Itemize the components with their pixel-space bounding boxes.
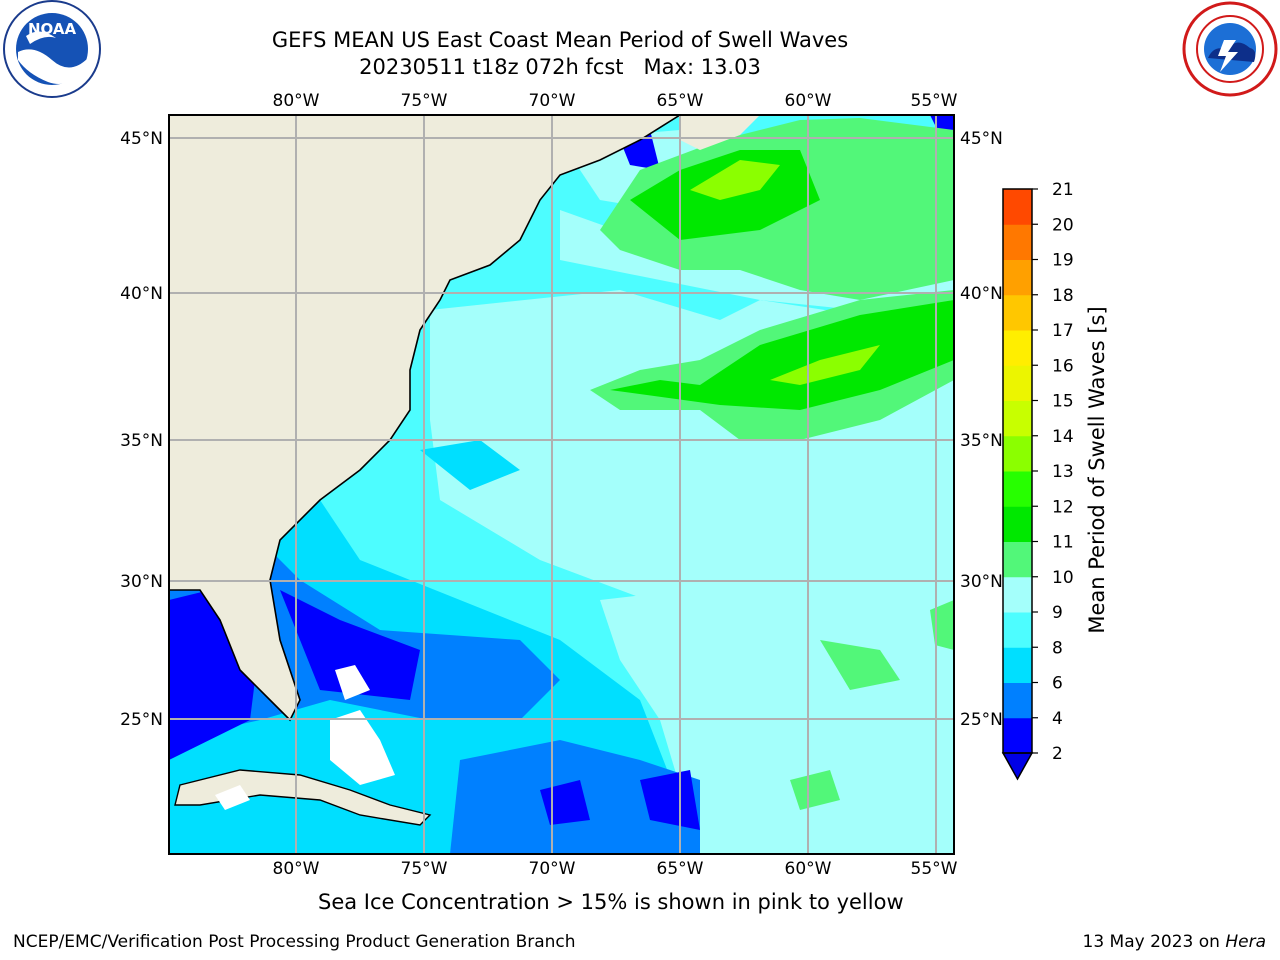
- footer-date-text: 13 May 2023 on: [1082, 932, 1220, 952]
- footer-machine: Hera: [1225, 932, 1266, 952]
- colorbar-segment: [1003, 365, 1032, 401]
- colorbar-segment: [1003, 189, 1032, 225]
- noaa-logo: NOAA: [3, 0, 101, 98]
- lat-label: 45°N: [120, 129, 163, 149]
- lat-label: 40°N: [960, 284, 1003, 304]
- lat-label: 35°N: [120, 431, 163, 451]
- footer-date: 13 May 2023 on Hera: [1083, 932, 1267, 952]
- colorbar-tick-label: 12: [1052, 497, 1074, 517]
- missing-data-patches: [215, 665, 395, 810]
- lon-label: 70°W: [529, 91, 576, 111]
- colorbar-segment: [1003, 259, 1032, 296]
- lon-label: 65°W: [657, 91, 704, 111]
- colorbar-segment: [1003, 612, 1032, 648]
- lon-labels-bottom: 80°W 75°W 70°W 65°W 60°W 55°W: [273, 859, 958, 879]
- lat-label: 30°N: [120, 572, 163, 592]
- lon-label: 55°W: [911, 91, 958, 111]
- colorbar-tick-label: 10: [1052, 568, 1074, 588]
- graticule: [169, 115, 954, 854]
- lat-label: 25°N: [960, 710, 1003, 730]
- colorbar-segment: [1003, 400, 1032, 437]
- colorbar-tick-label: 13: [1052, 462, 1074, 482]
- colorbar-tick-label: 8: [1052, 638, 1063, 658]
- lon-label: 75°W: [401, 91, 448, 111]
- map-panel: [169, 115, 954, 854]
- colorbar-tick-label: 4: [1052, 709, 1063, 729]
- colorbar-segment: [1003, 471, 1032, 507]
- lat-labels-left: 45°N 40°N 35°N 30°N 25°N: [120, 129, 163, 730]
- forecast-run: 20230511 t18z 072h fcst: [359, 55, 624, 79]
- colorbar-extend-arrow: [1001, 752, 1034, 781]
- lon-label: 60°W: [785, 859, 832, 879]
- colorbar-segment: [1003, 682, 1032, 719]
- lon-label: 80°W: [273, 859, 320, 879]
- colorbar-tick-label: 18: [1052, 286, 1074, 306]
- lon-label: 70°W: [529, 859, 576, 879]
- colorbar-tick-label: 6: [1052, 674, 1063, 694]
- max-value: Max: 13.03: [643, 55, 761, 79]
- colorbar-segment: [1003, 294, 1032, 331]
- colorbar-tick-label: 9: [1052, 603, 1063, 623]
- lat-label: 45°N: [960, 129, 1003, 149]
- lon-label: 60°W: [785, 91, 832, 111]
- lon-label: 65°W: [657, 859, 704, 879]
- colorbar: 2 4 6 8 9 10 11 12 13 14 15 16 17 18 19 20 21: [1001, 180, 1074, 781]
- chart-title: GEFS MEAN US East Coast Mean Period of S…: [271, 28, 849, 52]
- colorbar-tick-label: 17: [1052, 321, 1074, 341]
- cuba-coastline: [174, 769, 432, 826]
- noaa-logo-text: NOAA: [28, 20, 77, 38]
- colorbar-tick-label: 19: [1052, 251, 1074, 271]
- colorbar-segment: [1003, 541, 1032, 578]
- lat-label: 25°N: [120, 710, 163, 730]
- lon-label: 80°W: [273, 91, 320, 111]
- colorbar-title: Mean Period of Swell Waves [s]: [1085, 306, 1109, 633]
- colorbar-segment: [1003, 330, 1032, 366]
- lon-labels-top: 80°W 75°W 70°W 65°W 60°W 55°W: [273, 91, 958, 111]
- lon-label: 75°W: [401, 859, 448, 879]
- nws-logo: [1182, 1, 1278, 97]
- colorbar-segment: [1003, 647, 1032, 683]
- lat-labels-right: 45°N 40°N 35°N 30°N 25°N: [960, 129, 1003, 730]
- colorbar-tick-label: 21: [1052, 180, 1074, 200]
- colorbar-tick-label: 11: [1052, 533, 1074, 553]
- colorbar-segment: [1003, 224, 1032, 260]
- lat-label: 40°N: [120, 284, 163, 304]
- colorbar-tick-label: 14: [1052, 427, 1074, 447]
- chart-subtitle: 20230511 t18z 072h fcst Max: 13.03: [160, 54, 960, 80]
- colorbar-tick-label: 15: [1052, 392, 1074, 412]
- footer-credit: NCEP/EMC/Verification Post Processing Pr…: [13, 932, 576, 952]
- colorbar-segment: [1003, 506, 1032, 542]
- swell-period-12-13-zone: [690, 160, 880, 385]
- colorbar-tick-label: 20: [1052, 215, 1074, 235]
- lat-label: 30°N: [960, 572, 1003, 592]
- colorbar-segment: [1003, 435, 1032, 472]
- lon-label: 55°W: [911, 859, 958, 879]
- colorbar-tick-label: 16: [1052, 356, 1074, 376]
- colorbar-segment: [1003, 717, 1032, 754]
- sea-ice-note: Sea Ice Concentration > 15% is shown in …: [318, 890, 904, 914]
- colorbar-segment: [1003, 576, 1032, 613]
- colorbar-tick-label: 2: [1052, 744, 1063, 764]
- map-frame: [168, 114, 955, 855]
- lat-label: 35°N: [960, 431, 1003, 451]
